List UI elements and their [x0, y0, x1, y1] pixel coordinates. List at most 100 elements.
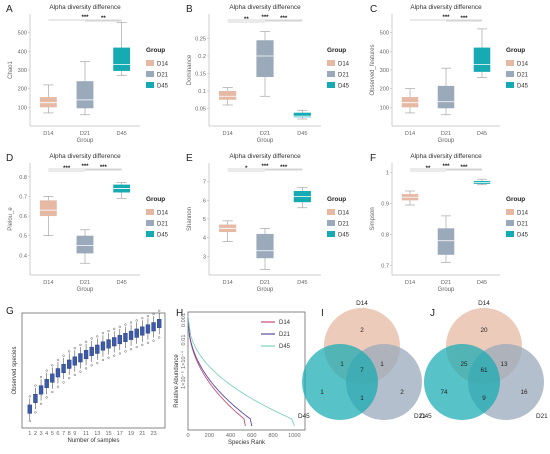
legend-title: Group	[327, 196, 346, 203]
panel-j: J D14 D45 D21 20 74 16 25 13 9 61	[420, 300, 548, 420]
plot-frame	[21, 312, 166, 429]
x-tick-label: D21	[441, 280, 451, 286]
outlier	[129, 348, 133, 351]
outlier	[73, 373, 76, 377]
legend-swatch-d21	[327, 71, 335, 77]
y-tick-label: 1×10⁻⁴	[180, 350, 187, 369]
box	[140, 326, 145, 336]
outlier	[118, 325, 121, 328]
panel-title: Alpha diversity difference	[229, 153, 301, 160]
y-tick-label: 0.5	[19, 234, 27, 240]
outlier	[158, 336, 161, 339]
box	[38, 385, 44, 395]
box-d45	[113, 47, 131, 71]
venn-set-label: D21	[536, 413, 548, 420]
y-tick-label: 0.2	[198, 54, 206, 60]
y-tick-label: 3	[203, 254, 206, 260]
outlier	[39, 402, 43, 405]
x-tick-label: D21	[441, 131, 451, 137]
significance-label: ***	[460, 16, 468, 22]
box	[123, 332, 128, 342]
x-tick-label: 17	[117, 431, 123, 437]
x-tick-label: 4	[45, 431, 48, 437]
legend-label: D21	[157, 222, 169, 228]
outlier	[90, 364, 93, 367]
x-tick-label: 9	[73, 431, 76, 437]
x-tick-label: D21	[80, 280, 90, 286]
venn-set-label: D14	[478, 300, 490, 307]
box	[72, 356, 77, 366]
box-d21	[76, 235, 94, 254]
box-d14	[39, 97, 57, 108]
outlier	[146, 314, 150, 318]
legend-label: D21	[279, 332, 291, 338]
y-tick-label: 0.8	[381, 233, 389, 239]
significance-label: ***	[81, 164, 89, 170]
legend-swatch-d21	[506, 71, 514, 77]
box	[61, 364, 66, 373]
legend-swatch-d14	[506, 60, 514, 66]
venn-count-all: 61	[480, 367, 488, 374]
x-axis-label: Number of samples	[67, 438, 119, 444]
panel-i: I D14 D45 D21 2 1 2 1 1 1 7	[298, 300, 426, 420]
outlier	[79, 370, 82, 373]
y-tick-label: 0.01	[181, 335, 187, 346]
venn-count-d14-d21: 13	[500, 361, 508, 368]
outlier	[68, 377, 71, 380]
x-tick-label: D45	[477, 280, 487, 286]
y-axis-label: Pielou_e	[8, 207, 14, 231]
x-tick-label: 400	[226, 433, 235, 439]
outlier	[39, 375, 43, 379]
outlier	[90, 337, 93, 340]
x-tick-label: 0	[186, 433, 189, 439]
legend-label: D45	[279, 344, 291, 350]
outlier	[34, 411, 37, 414]
y-tick-label: 500	[380, 31, 389, 37]
outlier	[118, 352, 121, 355]
box	[67, 359, 72, 369]
legend-swatch-d45	[146, 82, 154, 88]
legend-swatch-d21	[146, 220, 154, 226]
venn-count-d14-d45: 25	[460, 361, 468, 368]
significance-label: ***	[261, 164, 269, 170]
series-line-d45	[187, 315, 295, 427]
box	[145, 324, 151, 334]
outlier	[101, 358, 105, 362]
x-tick-label: D14	[43, 280, 53, 286]
x-tick-label: 15	[105, 431, 111, 437]
venn-count-d21-only: 16	[520, 389, 528, 396]
venn-count-d45-only: 74	[440, 389, 448, 396]
legend-label: D45	[157, 233, 169, 239]
panel-d: D Alpha diversity difference 0.4 0.5 0.6 0.7 0…	[6, 153, 169, 293]
panel-letter: G	[6, 306, 14, 317]
x-tick-label: 2	[34, 431, 37, 437]
y-tick-label: 0.8	[19, 175, 27, 181]
y-tick-label: 200	[380, 87, 389, 93]
outlier	[124, 350, 127, 353]
x-tick-label: 11	[83, 431, 89, 437]
legend-swatch-d21	[146, 71, 154, 77]
legend-label: D45	[517, 84, 529, 90]
significance-label: ***	[442, 15, 450, 21]
x-tick-label: 8	[68, 431, 71, 437]
y-tick-label: 500	[18, 31, 27, 37]
panel-letter: B	[186, 4, 193, 15]
series-line-d21	[187, 315, 253, 427]
panel-letter: H	[176, 308, 183, 319]
venn-count-d14-d45: 1	[340, 361, 344, 368]
legend-label: D14	[338, 211, 350, 217]
outlier	[45, 396, 48, 399]
x-tick-label: 600	[247, 433, 256, 439]
significance-label: ***	[280, 165, 288, 171]
legend-label: D14	[279, 320, 291, 326]
venn-set-label: D14	[356, 300, 368, 307]
outlier	[141, 343, 144, 347]
y-tick-label: 0.05	[195, 107, 206, 113]
x-tick-label: 1000	[288, 433, 300, 439]
outlier	[152, 312, 155, 316]
panel-letter: A	[6, 4, 13, 15]
x-axis-label: Group	[77, 138, 94, 144]
outlier	[51, 390, 54, 394]
y-tick-label: 1	[386, 170, 389, 176]
legend-label: D45	[338, 233, 350, 239]
